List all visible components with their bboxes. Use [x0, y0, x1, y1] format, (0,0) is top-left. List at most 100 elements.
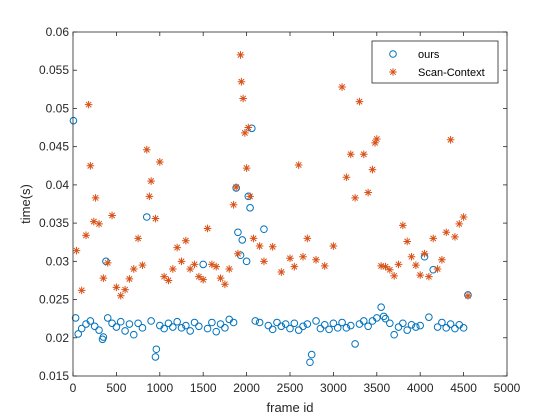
data-point	[238, 236, 247, 244]
data-point	[412, 261, 420, 269]
data-point	[294, 326, 303, 334]
data-point	[286, 254, 294, 263]
data-point	[134, 319, 142, 328]
data-point	[429, 234, 438, 243]
data-point	[373, 135, 381, 143]
x-tick-label: 2500	[277, 381, 304, 395]
data-point	[379, 312, 388, 321]
data-point	[147, 317, 155, 325]
data-point	[74, 330, 83, 338]
legend-label-ours: ours	[418, 49, 440, 61]
data-point	[333, 324, 342, 332]
data-point	[160, 272, 168, 281]
x-tick-label: 0	[70, 381, 77, 395]
data-point	[371, 139, 379, 147]
data-point	[442, 324, 451, 332]
data-point	[125, 275, 134, 283]
data-point	[273, 318, 281, 327]
data-point	[438, 318, 446, 327]
y-tick-label: 0.015	[39, 369, 69, 383]
data-point	[69, 116, 78, 125]
data-point	[255, 318, 264, 327]
data-point	[216, 320, 225, 328]
data-point	[281, 320, 290, 328]
data-point	[225, 265, 234, 273]
data-point	[420, 249, 429, 258]
data-point	[294, 161, 303, 169]
data-point	[72, 246, 81, 255]
data-point	[329, 319, 338, 328]
y-tick-label: 0.055	[39, 63, 69, 77]
data-point	[138, 324, 147, 332]
data-point	[290, 262, 299, 271]
data-point	[125, 320, 134, 328]
data-point	[164, 319, 173, 328]
data-point	[239, 94, 247, 103]
x-tick-label: 5000	[494, 381, 521, 395]
data-point	[312, 256, 320, 264]
x-tick-label: 3000	[320, 381, 347, 395]
data-point	[255, 242, 264, 250]
data-point	[446, 135, 455, 144]
data-point	[320, 320, 329, 329]
data-point	[212, 262, 221, 271]
x-axis-label: frame id	[267, 400, 314, 415]
x-axis: 0 500 1000 1500 2000 2500 3000 3500 4000 4500 5000	[70, 32, 521, 395]
data-point	[173, 317, 181, 326]
x-tick-label: 4000	[407, 381, 434, 395]
data-point	[433, 323, 442, 331]
data-point	[286, 324, 294, 333]
data-point	[307, 350, 316, 359]
data-point	[244, 123, 253, 132]
data-point	[182, 321, 190, 330]
data-point	[121, 327, 129, 335]
data-point	[221, 324, 229, 332]
data-point	[381, 262, 390, 271]
data-point	[277, 322, 286, 331]
data-point	[377, 303, 385, 312]
data-point	[203, 224, 212, 233]
data-point	[147, 177, 155, 185]
data-point	[246, 192, 254, 201]
data-point	[407, 252, 416, 261]
data-point	[77, 286, 86, 295]
data-point	[412, 323, 420, 331]
data-point	[390, 330, 398, 339]
data-point	[342, 173, 351, 182]
data-point	[232, 183, 240, 191]
y-axis: 0.015 0.02 0.025 0.03 0.035 0.04 0.045 0.05 0.05…	[39, 25, 507, 383]
y-tick-label: 0.06	[46, 25, 70, 39]
data-point	[134, 234, 142, 243]
data-point	[129, 330, 138, 339]
data-point	[277, 268, 286, 276]
data-point	[177, 324, 186, 332]
y-tick-label: 0.02	[46, 331, 70, 345]
data-point	[399, 319, 407, 328]
data-point	[173, 243, 181, 252]
data-point	[234, 228, 242, 237]
data-point	[103, 259, 112, 267]
data-point	[82, 231, 90, 240]
data-point	[86, 161, 95, 170]
data-point	[112, 283, 121, 292]
y-axis-label: time(s)	[18, 184, 33, 224]
data-point	[108, 319, 116, 328]
y-tick-label: 0.025	[39, 293, 69, 307]
y-tick-label: 0.045	[39, 140, 69, 154]
data-point	[464, 291, 472, 300]
data-point	[455, 220, 464, 228]
data-point	[151, 353, 160, 361]
data-point	[364, 188, 372, 197]
data-point	[268, 243, 277, 251]
legend: ours Scan-Context	[371, 40, 499, 84]
x-tick-label: 3500	[363, 381, 390, 395]
data-point	[351, 340, 359, 348]
data-layer	[69, 51, 472, 367]
data-point	[303, 234, 312, 243]
data-point	[221, 280, 229, 289]
data-point	[237, 77, 246, 86]
data-point	[381, 314, 390, 323]
data-point	[451, 324, 459, 333]
data-point	[142, 145, 151, 154]
data-point	[260, 225, 268, 234]
